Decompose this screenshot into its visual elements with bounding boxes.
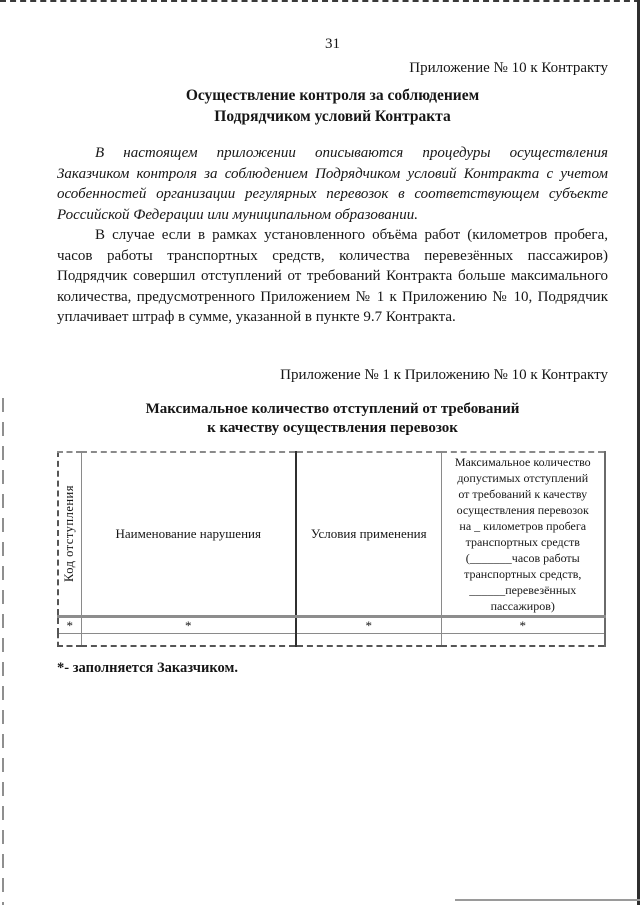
document-title: Осуществление контроля за соблюдением Под… — [185, 87, 480, 125]
scan-border-bottom — [455, 899, 640, 901]
footnote: *- заполняется Заказчиком. — [57, 660, 238, 676]
cell-violation-empty — [80, 632, 297, 647]
cell-max-count-empty — [440, 632, 606, 647]
table-row-asterisks: * * * * — [57, 615, 606, 634]
page-number: 31 — [325, 36, 340, 52]
scan-border-left — [2, 398, 4, 905]
header-cell-code: Код отступления — [57, 451, 82, 618]
table-row-empty — [57, 632, 606, 647]
cell-violation-asterisk: * — [80, 615, 297, 634]
violations-table: Код отступления Наименование нарушения У… — [57, 451, 606, 647]
cell-conditions-empty — [295, 632, 442, 647]
scan-border-top — [0, 0, 640, 2]
body-text: В настоящем приложении описываются проце… — [57, 143, 608, 328]
appendix-10-label: Приложение № 10 к Контракту — [409, 60, 608, 76]
cell-conditions-asterisk: * — [295, 615, 442, 634]
header-code-vertical-label: Код отступления — [62, 485, 77, 583]
table-header-row: Код отступления Наименование нарушения У… — [57, 451, 606, 618]
header-cell-violation: Наименование нарушения — [80, 451, 297, 618]
cell-code-empty — [57, 632, 82, 647]
header-cell-conditions: Условия применения — [295, 451, 442, 618]
intro-paragraph: В настоящем приложении описываются проце… — [57, 145, 608, 223]
scan-border-right — [637, 0, 640, 905]
header-cell-max-count: Максимальное количество допустимых отступ… — [440, 451, 606, 618]
table-title: Максимальное количество отступлений от т… — [145, 401, 520, 436]
cell-code-asterisk: * — [57, 615, 82, 634]
cell-max-count-asterisk: * — [440, 615, 606, 634]
appendix-1-label: Приложение № 1 к Приложению № 10 к Контр… — [280, 367, 608, 383]
penalty-paragraph: В случае если в рамках установленного об… — [57, 227, 608, 325]
